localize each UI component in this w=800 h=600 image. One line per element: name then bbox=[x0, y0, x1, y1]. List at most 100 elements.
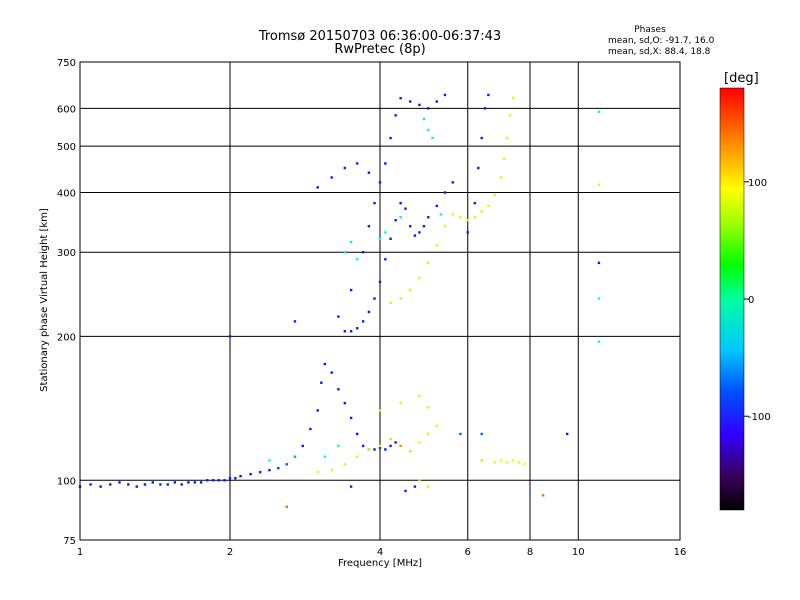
colorbar-tick-label: 0 bbox=[748, 295, 754, 306]
data-point bbox=[459, 432, 462, 436]
data-point bbox=[466, 231, 469, 234]
data-point bbox=[523, 463, 526, 466]
data-point bbox=[399, 216, 402, 219]
y-tick-label: 600 bbox=[57, 104, 76, 115]
colorbar-tick-label: 100 bbox=[748, 178, 767, 189]
data-point bbox=[268, 459, 271, 462]
data-point bbox=[367, 171, 371, 174]
data-point bbox=[330, 176, 333, 179]
data-point bbox=[480, 136, 483, 140]
data-point bbox=[378, 409, 382, 412]
data-point bbox=[378, 446, 382, 449]
data-point bbox=[493, 461, 497, 464]
data-point bbox=[330, 371, 333, 374]
data-point bbox=[373, 448, 376, 451]
data-point bbox=[355, 455, 359, 458]
data-point bbox=[355, 162, 359, 165]
data-point bbox=[378, 444, 382, 448]
y-axis-label: Stationary phase Virtual Height [km] bbox=[39, 208, 50, 392]
data-point bbox=[565, 432, 569, 436]
data-point bbox=[135, 485, 138, 488]
colorbar-tick-label: -100 bbox=[748, 412, 771, 423]
data-point bbox=[228, 335, 232, 338]
data-point bbox=[413, 234, 417, 237]
data-point bbox=[451, 213, 455, 216]
data-point bbox=[427, 485, 430, 488]
data-point bbox=[451, 181, 455, 184]
plot-frame bbox=[79, 61, 681, 541]
data-point bbox=[349, 485, 353, 488]
data-point bbox=[480, 432, 483, 436]
data-point bbox=[511, 96, 515, 100]
data-point bbox=[355, 258, 359, 261]
data-point bbox=[367, 225, 371, 228]
data-point bbox=[404, 207, 407, 210]
data-point bbox=[418, 441, 421, 444]
data-point bbox=[404, 489, 407, 493]
data-point bbox=[384, 258, 387, 261]
data-point bbox=[493, 193, 497, 197]
data-point bbox=[316, 186, 319, 189]
colorbar-ticks: 100 0 -100 bbox=[744, 178, 771, 423]
data-point bbox=[435, 244, 438, 247]
data-point bbox=[502, 157, 506, 161]
data-point bbox=[394, 114, 397, 117]
y-tick-label: 75 bbox=[63, 536, 76, 547]
data-point bbox=[477, 166, 480, 170]
data-point bbox=[389, 136, 392, 140]
x-tick-label: 2 bbox=[227, 547, 233, 558]
data-point bbox=[427, 128, 430, 132]
data-point bbox=[443, 93, 447, 97]
data-point bbox=[480, 210, 483, 213]
data-point bbox=[443, 191, 447, 194]
data-point bbox=[159, 483, 162, 486]
data-point bbox=[337, 315, 340, 318]
data-point bbox=[384, 448, 387, 451]
y-tick-label: 100 bbox=[57, 476, 76, 487]
x-tick-label: 16 bbox=[674, 547, 687, 558]
data-point bbox=[343, 401, 347, 405]
data-point bbox=[427, 406, 430, 409]
data-point bbox=[285, 505, 288, 509]
data-point bbox=[355, 432, 359, 436]
data-point bbox=[234, 477, 237, 480]
data-point bbox=[435, 100, 438, 103]
data-point bbox=[435, 204, 438, 208]
data-point bbox=[180, 483, 183, 486]
data-point bbox=[418, 103, 421, 107]
data-point bbox=[349, 288, 353, 292]
data-point bbox=[199, 481, 203, 484]
data-point bbox=[597, 183, 601, 187]
data-point bbox=[293, 320, 297, 323]
data-point bbox=[316, 470, 319, 474]
data-point bbox=[259, 470, 262, 474]
data-point bbox=[389, 301, 392, 305]
data-point bbox=[349, 240, 353, 244]
data-point bbox=[473, 216, 477, 219]
stats-heading: Phases bbox=[634, 25, 666, 35]
data-point bbox=[511, 459, 515, 462]
data-point bbox=[378, 237, 382, 241]
data-point bbox=[355, 327, 359, 330]
data-point bbox=[505, 461, 509, 464]
grid-lines bbox=[80, 62, 680, 540]
data-point bbox=[361, 251, 365, 254]
data-point bbox=[151, 481, 155, 484]
data-point bbox=[217, 479, 221, 482]
data-point bbox=[293, 455, 297, 458]
data-point bbox=[418, 276, 421, 280]
data-point bbox=[389, 237, 392, 241]
data-point bbox=[285, 463, 288, 466]
data-point bbox=[439, 213, 443, 216]
data-point bbox=[384, 231, 387, 234]
data-point bbox=[480, 459, 483, 462]
data-point bbox=[301, 444, 305, 448]
x-axis-label: Frequency [MHz] bbox=[338, 558, 422, 569]
colorbar bbox=[719, 87, 745, 511]
data-point bbox=[277, 466, 280, 470]
data-point bbox=[435, 424, 438, 428]
data-point bbox=[118, 481, 121, 484]
y-axis-ticks: 75 100 200 300 400 500 600 750 bbox=[57, 58, 76, 547]
data-point bbox=[399, 297, 402, 300]
data-point bbox=[427, 261, 430, 265]
